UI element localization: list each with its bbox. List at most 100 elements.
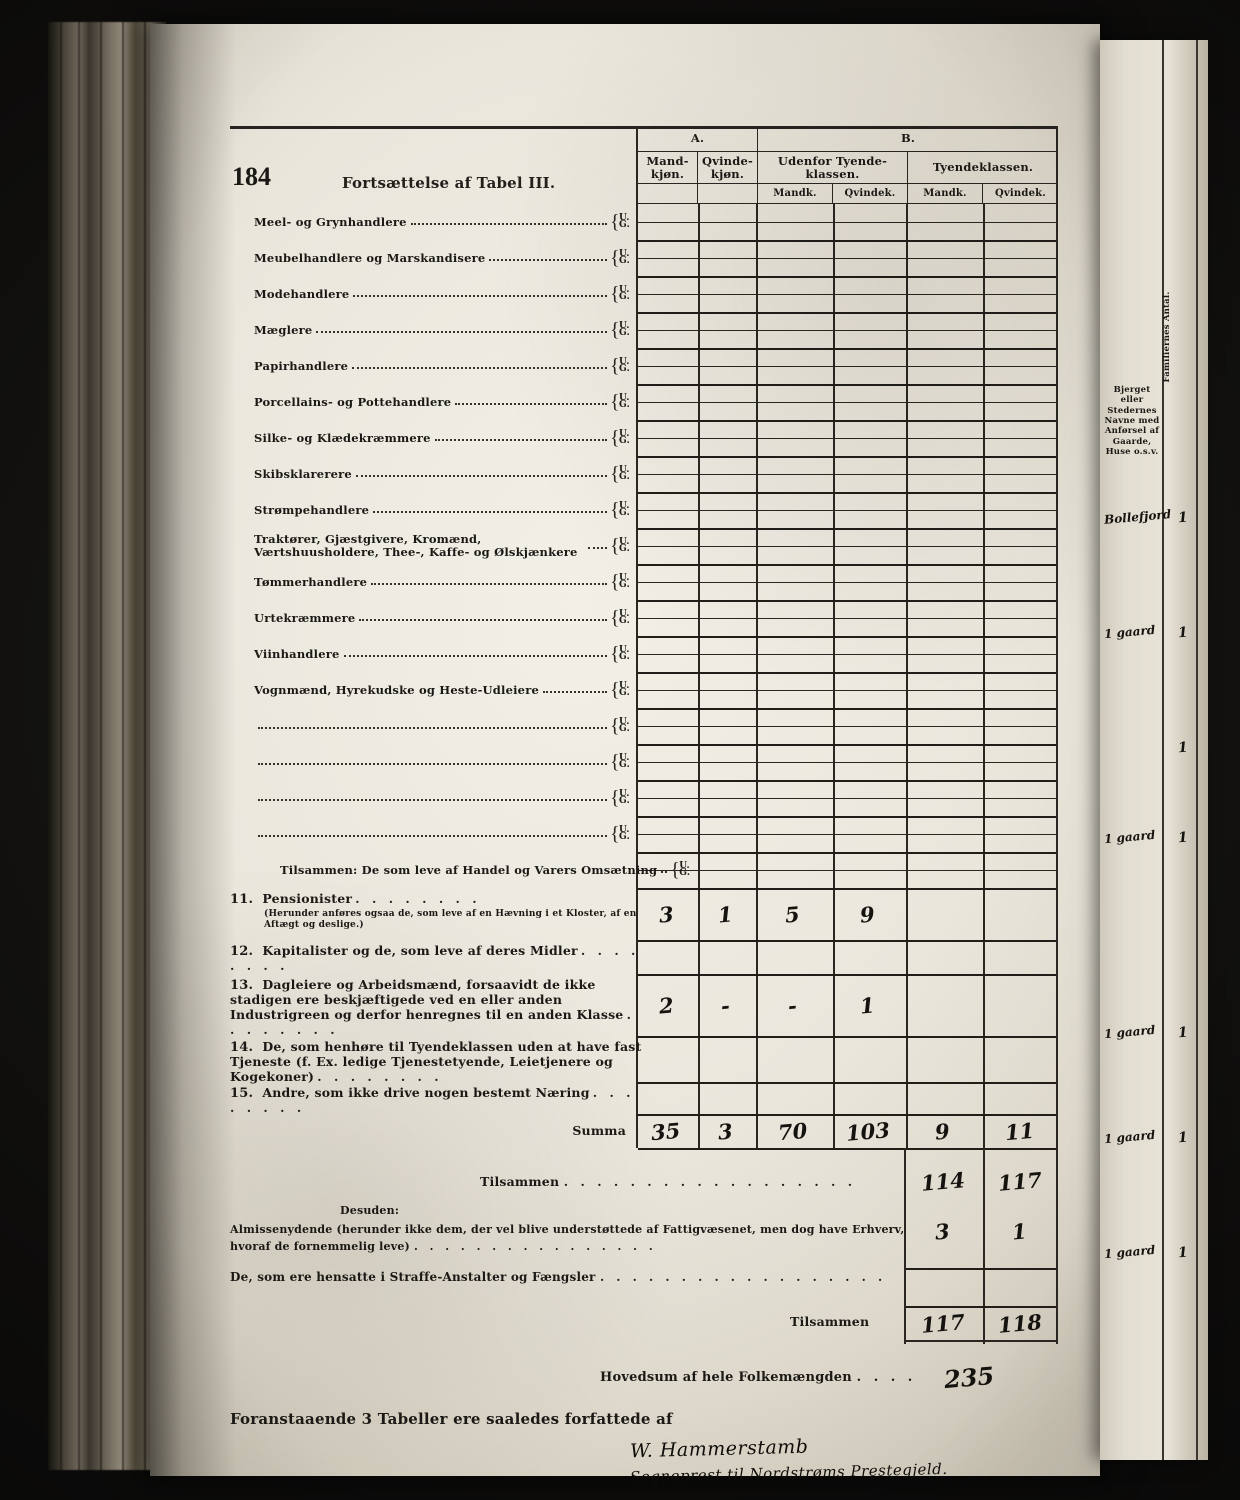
header-col-mandkjon: Mand- kjøn. [638,152,698,183]
occupation-label: Meel- og Grynhandlere [254,214,407,229]
row-number: 12. [230,944,254,959]
table-rule [638,1114,1056,1116]
table-top-rule [230,126,1058,129]
occupation-row: Meubelhandlere og Marskandisere { G. U. [254,247,630,269]
brace-ugifte-label: U. [619,825,630,835]
cell-row11-mand: 3 [657,900,675,928]
summa-label: Summa [572,1123,626,1138]
table-rule [638,834,1056,835]
brace-ugifte-label: U. [619,753,630,763]
strip-place-name: 1 gaard [1103,1022,1156,1042]
dot-leader [455,396,607,405]
signature-block: Foranstaaende 3 Tabeller ere saaledes fo… [230,1410,1058,1486]
occupation-row: { G. U. [230,744,636,780]
dot-leader [355,468,607,477]
brace-ugifte-label: U. [619,501,630,511]
cell-summa-qvinde: 3 [716,1117,734,1145]
cell-summa-ty_qvinde: 11 [1003,1117,1036,1145]
header-unit-udenfor-mandk: Mandk. [758,184,833,204]
strip-family-count: 1 [1177,829,1189,847]
table-rule [638,492,1056,494]
table-rule [638,330,1056,331]
header-unit-udenfor-qvindek: Qvindek. [833,184,908,204]
brace-gifte-label: G. [619,832,630,842]
printed-form: 184 Fortsættelse af Tabel III. A. B. Man… [230,86,1058,1486]
occupation-label: Traktører, Gjæstgivere, Kromænd, Værtshu… [254,532,578,559]
bottom-totals-box [904,1148,1058,1344]
occupation-label: Modehandlere [254,286,350,301]
table-rule [638,888,1056,890]
occupation-row: Vognmænd, Hyrekudske og Heste-Udleiere {… [254,679,630,701]
brace-gifte-label: G. [619,760,630,770]
table-rule [638,618,1056,619]
tilsammen-2-right: 118 [996,1308,1043,1338]
brace-gifte-label: G. [619,796,630,806]
header-group-b: B. [900,131,916,146]
strip-family-count: 1 [1177,739,1189,757]
occupation-row: Skibsklarerere { G. U. [254,463,630,485]
dot-leader [371,576,607,585]
tilsammen-1-right: 117 [996,1166,1043,1196]
occupation-row: Traktører, Gjæstgivere, Kromænd, Værtshu… [254,532,630,559]
table-rule [638,222,1056,223]
cell-row11-ud_qvinde: 9 [859,900,876,928]
dot-leader: . . . . . . . . [230,943,640,974]
brace-gifte-label: G. [679,868,691,878]
table-rule [638,528,1056,530]
table-rule [638,870,1056,871]
numbered-row-15: 15. Andre, som ikke drive nogen bestemt … [230,1085,644,1116]
dot-leader [359,612,607,621]
brace-gifte-label: G. [619,256,630,266]
table-rule [638,1082,1056,1084]
signature-statement: Foranstaaende 3 Tabeller ere saaledes fo… [230,1410,673,1428]
numbered-row-14: 14. De, som henhøre til Tyendeklassen ud… [230,1039,644,1085]
table-rule [638,240,1056,242]
cell-row13-qvinde: - [719,992,731,1018]
tilsammen-2-left: 117 [919,1308,966,1338]
occupation-row: Modehandlere { G. U. [254,283,630,305]
table-rule [638,708,1056,710]
row-number: 11. [230,892,254,907]
header-unit-tyende-qvindek: Qvindek. [995,187,1046,199]
desuden-row-straffeanstalter-label: De, som ere hensatte i Straffe-Anstalter… [230,1270,887,1284]
header-col-udenfor-tyendeklassen: Udenfor Tyende- klassen. [758,152,908,183]
brace-ugifte-label: U. [619,573,630,583]
occupation-row: Silke- og Klædekræmmere { G. U. [254,427,630,449]
brace-gifte-label: G. [619,508,630,518]
brace-ugifte-label: U. [619,429,630,439]
tilsammen-1-label: Tilsammen . . . . . . . . . . . . . . . … [480,1174,857,1189]
occupation-row: { G. U. [230,708,636,744]
occupation-label: Silke- og Klædekræmmere [254,430,431,445]
dot-leader: . . . . . . . . [355,891,481,906]
numbered-row-11: 11. Pensionister . . . . . . . . (Herund… [230,891,644,930]
tilsammen-1-left: 114 [919,1166,966,1196]
dot-leader [352,360,607,369]
occupation-label: Viinhandlere [254,646,340,661]
desuden-row-almissenydende-label: Almissenydende (herunder ikke dem, der v… [230,1223,905,1253]
occupation-row: { G. U. [230,780,636,816]
table-rule [638,816,1056,818]
table-rule [638,294,1056,295]
occupation-row: Urtekræmmere { G. U. [254,607,630,629]
brace-ugifte-label: U. [619,357,630,367]
brace-gifte-label: G. [619,328,630,338]
table-rule [638,456,1056,458]
brace-gifte-label: G. [619,436,630,446]
dot-leader [258,720,607,729]
strip-family-count: 1 [1177,1129,1189,1147]
table-rule [638,940,1056,942]
row-label: Pensionister [262,891,353,906]
brace-gifte-label: G. [619,220,630,230]
cell-row13-mand: 2 [657,991,675,1019]
header-sub-row: Mand- kjøn. Qvinde- kjøn. Udenfor Tyende… [638,152,1056,184]
cell-row13-ud_mand: - [787,992,798,1018]
hovedsum-value: 235 [942,1360,996,1394]
dot-leader [353,288,607,297]
brace-gifte-label: G. [619,724,630,734]
occupation-row: Strømpehandlere { G. U. [254,499,630,521]
table-rule [638,974,1056,976]
table-body-grid [636,204,1058,1150]
strip-header-place-names: Bjerget eller Stedernes Navne med Anførs… [1104,385,1160,458]
numbered-row-13: 13. Dagleiere og Arbeidsmænd, forsaavidt… [230,977,644,1038]
